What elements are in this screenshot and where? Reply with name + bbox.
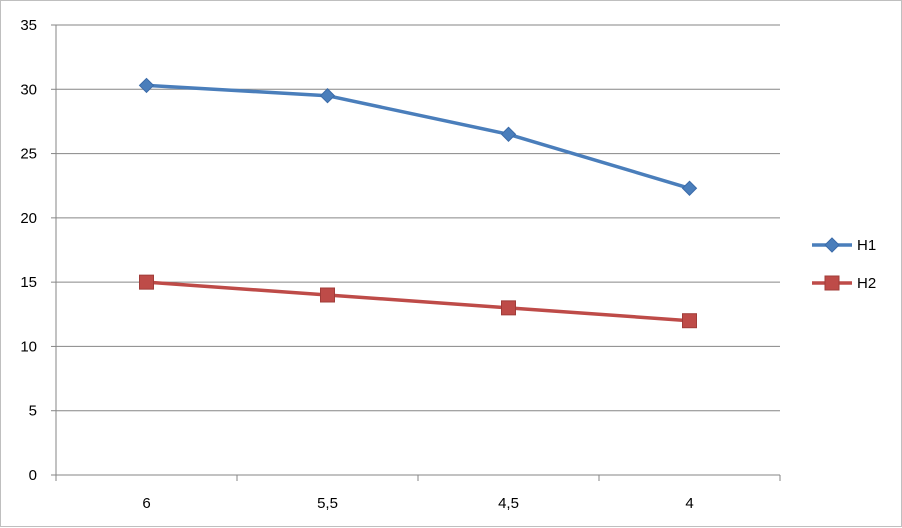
x-tick-label: 4 xyxy=(685,495,693,512)
legend-marker xyxy=(824,237,840,253)
y-tick-label: 35 xyxy=(20,17,37,34)
series-h1-point xyxy=(319,88,336,104)
y-tick-label: 20 xyxy=(20,210,37,227)
y-tick-label: 5 xyxy=(29,403,37,420)
legend-label: H2 xyxy=(857,275,876,292)
series-h1-point xyxy=(500,126,517,142)
series-h2-point xyxy=(139,274,154,290)
series-h1-point xyxy=(138,77,155,94)
x-tick-label: 5,5 xyxy=(317,495,338,512)
axes xyxy=(51,24,781,481)
x-tick-label: 6 xyxy=(142,495,150,512)
y-axis-tick-labels: 0 5 10 15 20 25 30 35 xyxy=(20,17,37,484)
series-h1-line xyxy=(146,83,691,190)
y-tick-label: 15 xyxy=(20,274,37,291)
legend-label: H1 xyxy=(857,237,876,254)
x-axis-tick-labels: 6 5,5 4,5 4 xyxy=(142,495,693,512)
series-h2 xyxy=(139,274,697,329)
y-tick-label: 25 xyxy=(20,146,37,163)
plot-series xyxy=(138,77,698,329)
legend: H1 H2 xyxy=(812,237,876,292)
legend-marker xyxy=(824,275,840,291)
x-tick-label: 4,5 xyxy=(498,495,519,512)
y-tick-label: 30 xyxy=(20,81,37,98)
series-h1-point xyxy=(681,180,698,196)
legend-item-h2: H2 xyxy=(812,275,876,292)
y-tick-label: 10 xyxy=(20,338,37,355)
series-h2-point xyxy=(501,300,516,316)
y-tick-label: 0 xyxy=(29,467,37,484)
gridlines xyxy=(56,24,780,412)
series-h1 xyxy=(138,77,698,196)
series-h2-point xyxy=(320,287,335,303)
legend-item-h1: H1 xyxy=(812,237,876,254)
series-h2-line xyxy=(146,280,690,323)
series-h2-point xyxy=(682,313,697,329)
